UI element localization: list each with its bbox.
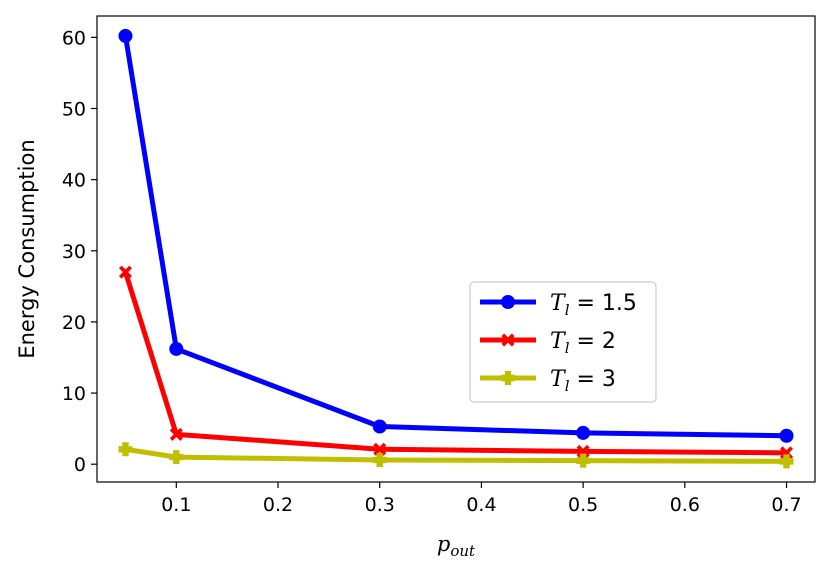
x-tick-label: 0.6 [670, 494, 700, 516]
series-3 [118, 442, 794, 469]
y-axis-label: Energy Consumption [15, 139, 39, 358]
data-point [576, 425, 591, 440]
legend-label-main: T [550, 329, 567, 354]
series-layer [118, 28, 794, 469]
data-point [576, 453, 591, 468]
series-line [122, 33, 790, 439]
y-tick-label: 20 [62, 312, 86, 334]
legend-label-main: T [550, 291, 567, 316]
x-axis-label-subscript: out [450, 542, 476, 560]
legend-marker [501, 333, 515, 347]
x-axis: 0.1 0.2 0.3 0.4 0.5 0.6 0.7 [161, 482, 802, 516]
series-line [122, 269, 790, 456]
data-point [779, 428, 794, 443]
data-point [169, 450, 184, 465]
x-tick-label: 0.3 [365, 494, 395, 516]
x-tick-label: 0.5 [568, 494, 598, 516]
x-tick-label: 0.1 [161, 494, 191, 516]
data-point [373, 442, 387, 456]
legend-label-value: = 2 [570, 329, 616, 354]
data-point [576, 444, 590, 458]
legend-label-value: = 3 [570, 367, 616, 392]
series-2 [118, 265, 794, 460]
legend-label-main: T [550, 367, 567, 392]
legend-box [469, 281, 657, 403]
legend-item: Tl = 1.5 [480, 291, 637, 319]
legend-label: Tl = 3 [550, 367, 616, 395]
legend-label: Tl = 2 [550, 329, 616, 357]
x-tick-label: 0.2 [263, 494, 293, 516]
legend-label-value: = 1.5 [570, 291, 637, 316]
series-1 [118, 28, 794, 443]
data-point [372, 419, 387, 434]
x-tick-label: 0.7 [771, 494, 801, 516]
legend-marker [501, 295, 515, 309]
legend-item: Tl = 3 [480, 367, 616, 395]
data-point [169, 427, 183, 441]
y-tick-label: 30 [62, 241, 86, 263]
x-tick-label: 0.4 [466, 494, 496, 516]
data-point [780, 446, 794, 460]
x-axis-label: pout [437, 532, 476, 560]
data-point [118, 265, 132, 279]
legend-label: Tl = 1.5 [550, 291, 637, 319]
data-point [169, 341, 184, 356]
x-axis-label-main: p [437, 532, 450, 556]
legend-label-subscript: l [565, 377, 570, 395]
y-tick-label: 50 [62, 98, 86, 120]
y-tick-label: 0 [74, 454, 86, 476]
data-point [372, 452, 387, 467]
legend-label-subscript: l [565, 301, 570, 319]
legend-marker [501, 371, 515, 385]
y-tick-label: 10 [62, 383, 86, 405]
legend-label-subscript: l [565, 339, 570, 357]
legend-item: Tl = 2 [480, 329, 616, 357]
y-axis: 0 10 20 30 40 50 60 [62, 27, 97, 476]
y-tick-label: 40 [62, 170, 86, 192]
legend: Tl = 1.5Tl = 2Tl = 3 [469, 281, 657, 403]
data-point [118, 28, 133, 43]
data-point [118, 442, 133, 457]
data-point [779, 454, 794, 469]
y-tick-label: 60 [62, 27, 86, 49]
plot-frame [96, 15, 816, 483]
